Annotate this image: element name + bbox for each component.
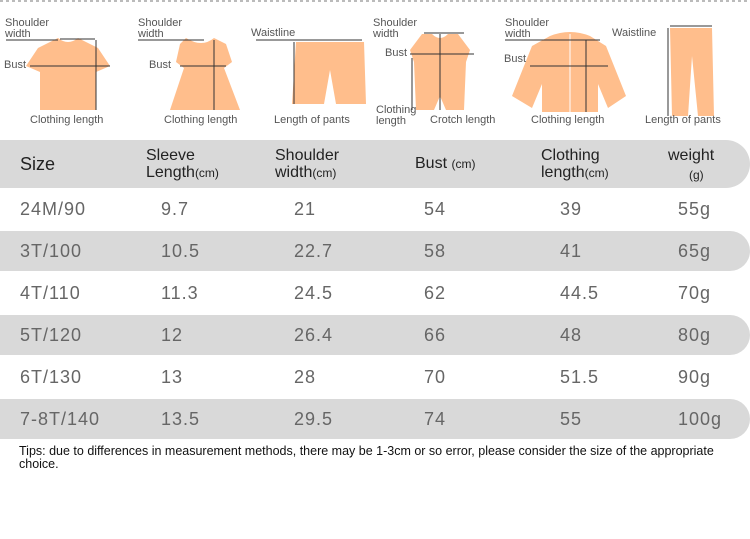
cell-sleeve: 13 [161,367,184,387]
cell-shoulder: 26.4 [294,325,334,345]
cell-size: 6T/130 [20,367,83,387]
label-width: width [373,28,399,40]
cell-bust: 58 [424,241,447,261]
cell-weight: 70g [678,283,712,303]
label-width: width [5,28,31,40]
garment-illustrations [6,25,714,116]
cell-sleeve: 9.7 [161,199,190,219]
dress-icon [138,38,240,110]
label-clothing-length: Clothing length [164,114,238,126]
table-row: 4T/110 11.3 24.5 62 44.5 70g [0,273,750,313]
label-length-of-pants: Length of pants [274,114,350,126]
cell-bust: 54 [424,199,447,219]
header-weight: weight [668,147,715,164]
pants-icon [667,25,714,116]
header-shoulder-line1: Shoulder [275,147,340,164]
jacket-icon [505,32,626,112]
cell-sleeve: 11.3 [161,283,199,303]
label-width: width [505,28,531,40]
cell-weight: 55g [678,199,712,219]
label-clothing-length: Clothing length [531,114,605,126]
table-row: 5T/120 12 26.4 66 48 80g [0,315,750,355]
tshirt-icon [6,38,110,110]
cell-weight: 80g [678,325,712,345]
cell-bust: 74 [424,409,447,429]
cell-sleeve: 10.5 [161,241,201,261]
label-bust: Bust [504,53,527,65]
label-shoulder: Shoulder [373,17,418,29]
header-sleeve-line1: Sleeve [146,147,195,164]
label-bust: Bust [149,59,172,71]
cell-shoulder: 22.7 [294,241,334,261]
header-clothing-line1: Clothing [541,147,600,164]
cell-bust: 66 [424,325,447,345]
cell-size: 4T/110 [20,283,81,303]
label-length: length [376,115,406,127]
table-row: 7-8T/140 13.5 29.5 74 55 100g [0,399,750,439]
cell-size: 24M/90 [20,199,87,219]
cell-size: 5T/120 [20,325,83,345]
cell-length: 41 [560,241,583,261]
cell-size: 7-8T/140 [20,409,101,429]
cell-length: 39 [560,199,583,219]
table-row: 24M/90 9.7 21 54 39 55g [0,189,750,229]
label-crotch-length: Crotch length [430,114,496,126]
header-clothing-line2: length(cm) [541,164,609,181]
header-size: Size [20,154,56,174]
shorts-icon [256,39,366,104]
label-waistline: Waistline [612,27,657,39]
cell-length: 51.5 [560,367,600,387]
label-width: width [138,28,164,40]
header-sleeve-line2: Length(cm) [146,164,219,181]
measurement-diagrams: Shoulder width Bust Clothing length Shou… [0,0,750,135]
cell-sleeve: 12 [161,325,184,345]
top-dashed-divider [0,0,750,2]
label-clothing-length: Clothing length [30,114,104,126]
label-shoulder: Shoulder [505,17,550,29]
label-length-of-pants: Length of pants [645,114,721,126]
cell-bust: 70 [424,367,447,387]
label-bust: Bust [4,59,27,71]
cell-shoulder: 24.5 [294,283,334,303]
cell-weight: 90g [678,367,712,387]
cell-bust: 62 [424,283,447,303]
cell-length: 48 [560,325,583,345]
cell-length: 55 [560,409,583,429]
cell-weight: 100g [678,409,723,429]
cell-weight: 65g [678,241,712,261]
romper-icon [410,32,474,110]
table-row: 6T/130 13 28 70 51.5 90g [0,357,750,397]
cell-shoulder: 21 [294,199,317,219]
header-shoulder-line2: width(cm) [275,164,337,181]
label-clothing: Clothing [376,104,417,116]
header-weight-unit: (g) [689,168,704,182]
label-shoulder: Shoulder [5,17,50,29]
label-waistline: Waistline [251,27,296,39]
cell-shoulder: 29.5 [294,409,334,429]
header-bust: Bust (cm) [415,155,476,172]
cell-size: 3T/100 [20,241,83,261]
label-shoulder: Shoulder [138,17,183,29]
cell-sleeve: 13.5 [161,409,201,429]
table-header: Size Sleeve Length(cm) Shoulder width(cm… [0,140,750,188]
table-row: 3T/100 10.5 22.7 58 41 65g [0,231,750,271]
cell-length: 44.5 [560,283,600,303]
label-bust: Bust [385,47,408,59]
tips-note: Tips: due to differences in measurement … [19,444,714,471]
cell-shoulder: 28 [294,367,317,387]
